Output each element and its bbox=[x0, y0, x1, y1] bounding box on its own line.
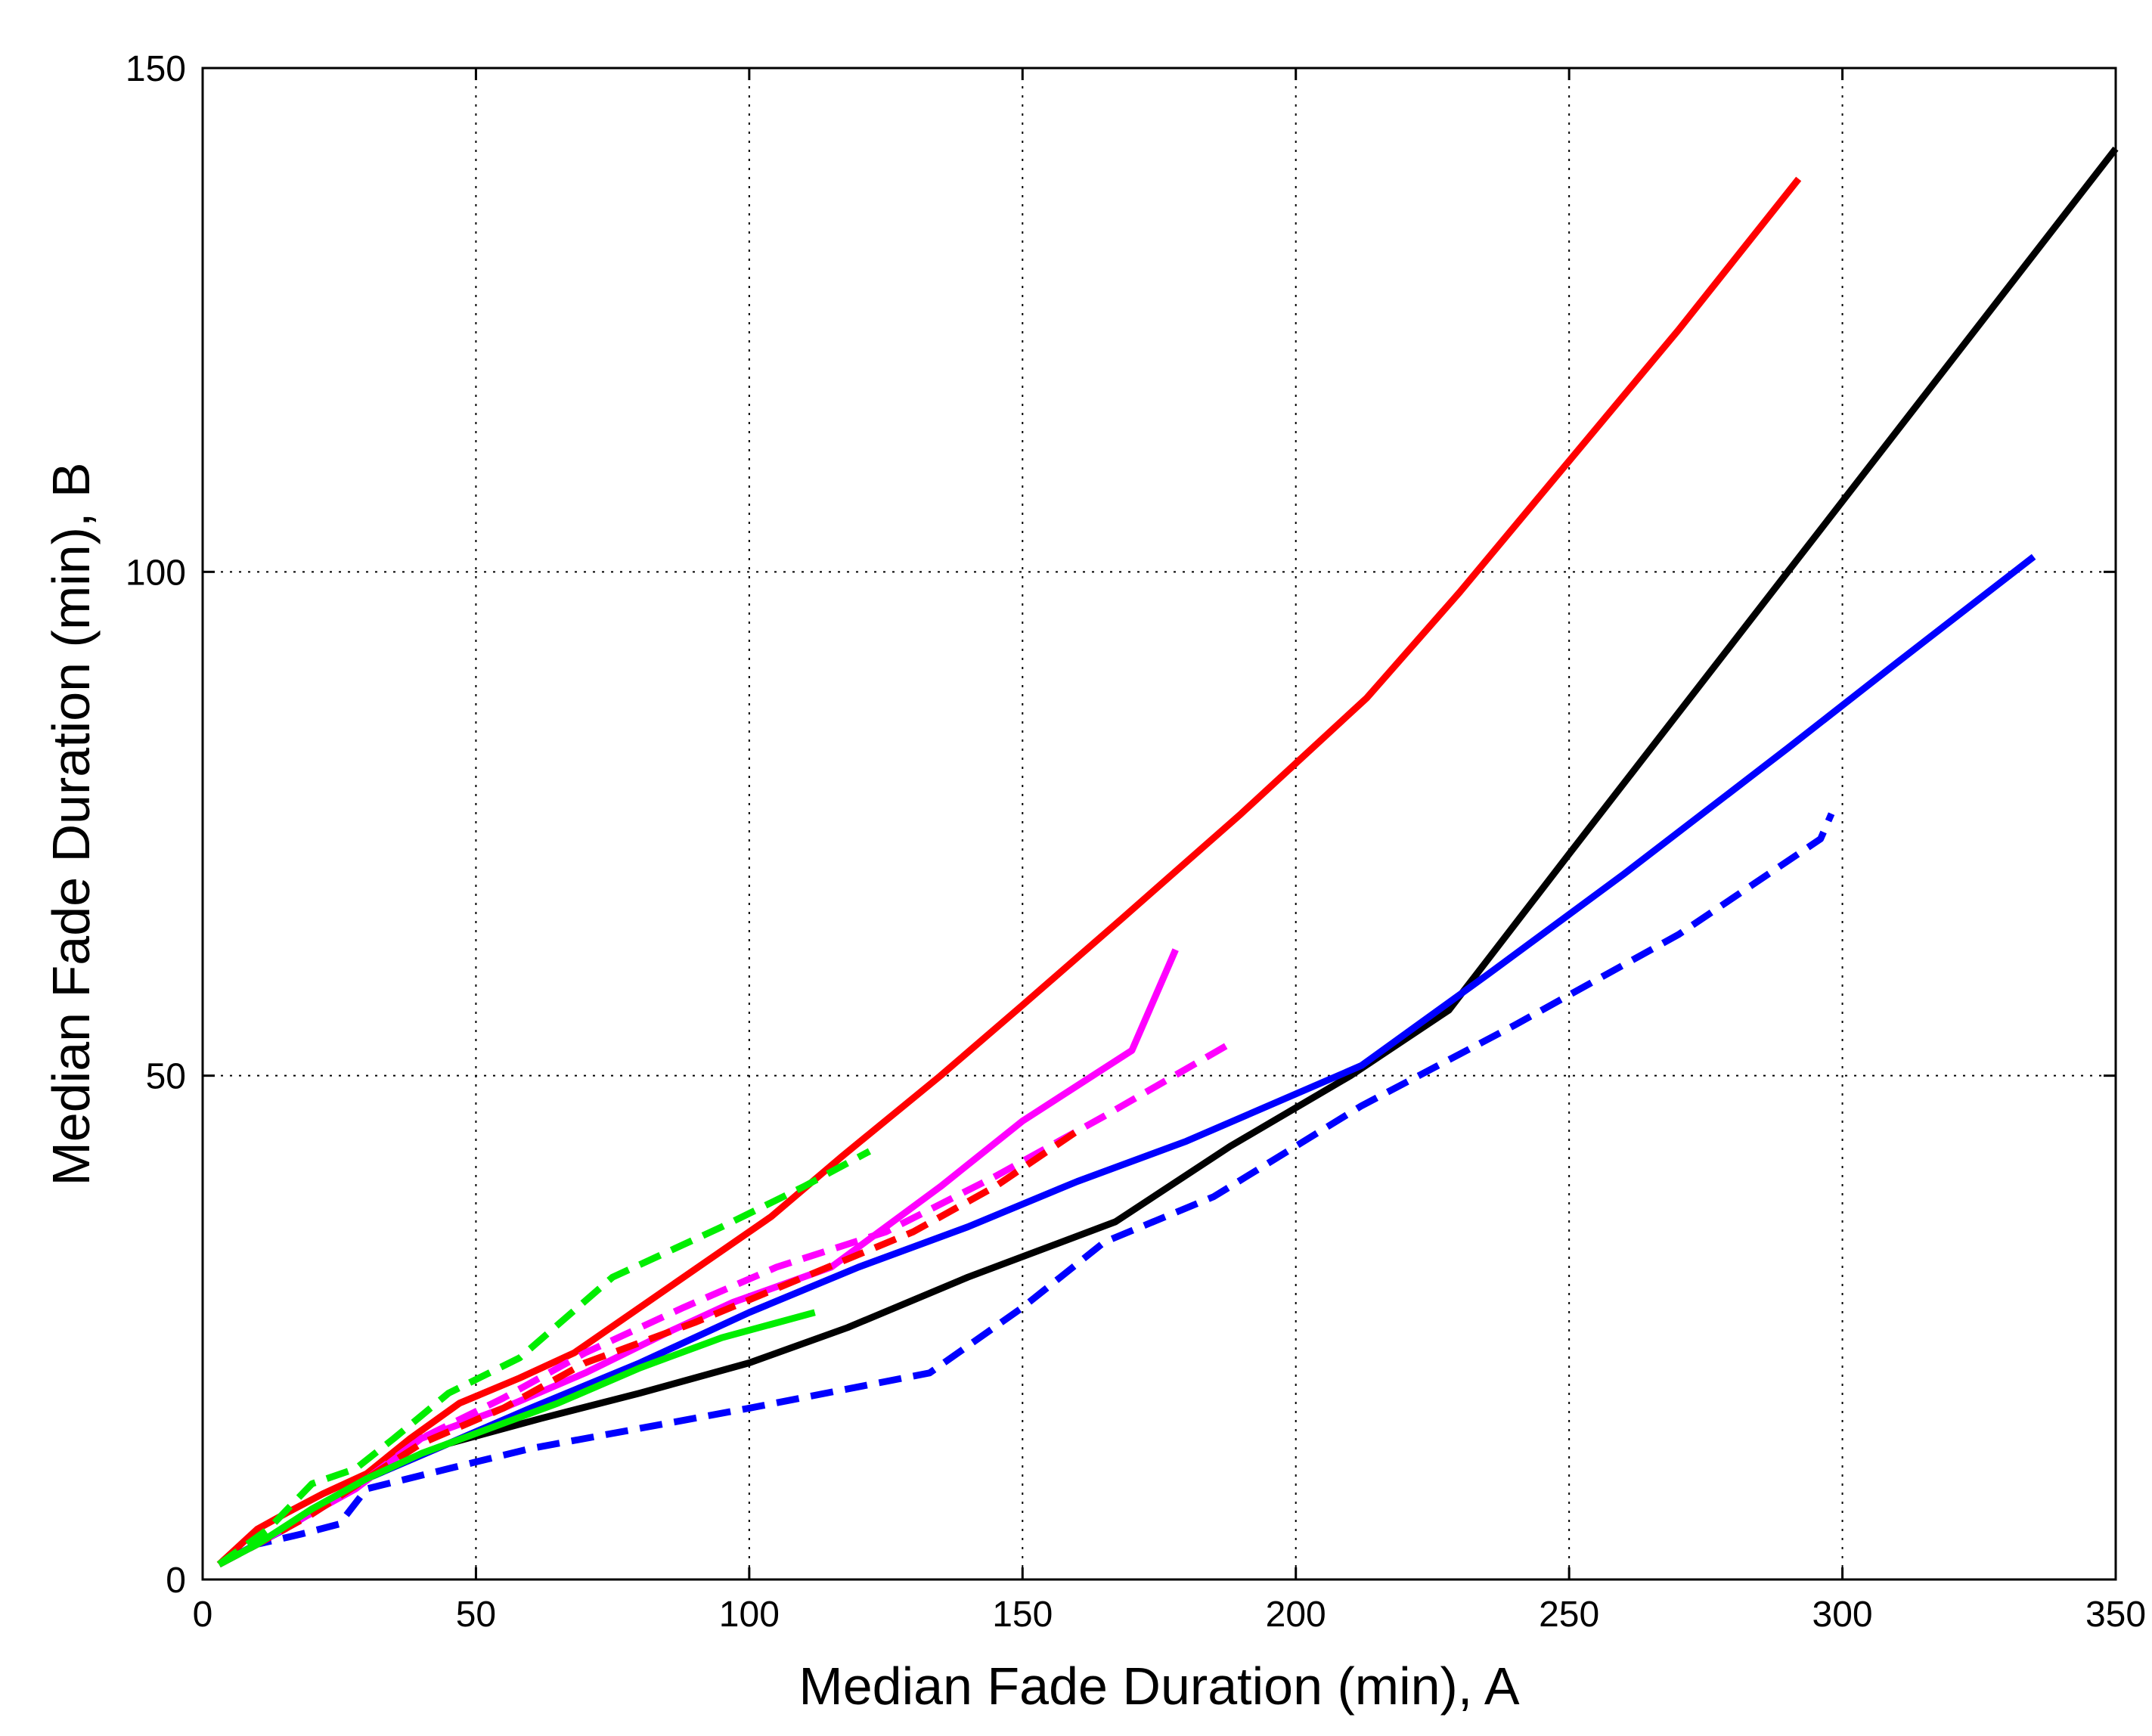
series-line-7 bbox=[217, 1128, 1080, 1567]
series-line-4 bbox=[217, 812, 1835, 1567]
x-tick-label: 0 bbox=[193, 1595, 213, 1635]
x-axis-label: Median Fade Duration (min), A bbox=[798, 1657, 1520, 1716]
series-line-9 bbox=[217, 1148, 872, 1567]
y-tick-label: 150 bbox=[126, 49, 186, 89]
y-axis-label: Median Fade Duration (min), B bbox=[42, 462, 101, 1186]
x-tick-label: 350 bbox=[2085, 1595, 2146, 1635]
x-tick-label: 150 bbox=[992, 1595, 1053, 1635]
y-tick-label: 0 bbox=[166, 1561, 186, 1601]
series-line-2 bbox=[217, 146, 2119, 1567]
series-line-1 bbox=[216, 176, 1802, 1567]
grid bbox=[203, 68, 2116, 1579]
y-tick-label: 100 bbox=[126, 553, 186, 593]
x-tick-label: 50 bbox=[456, 1595, 496, 1635]
y-tick-label: 50 bbox=[146, 1057, 186, 1097]
x-tick-label: 100 bbox=[719, 1595, 780, 1635]
series-group bbox=[216, 146, 2119, 1567]
x-tick-label: 300 bbox=[1812, 1595, 1873, 1635]
plot-area-frame bbox=[201, 67, 2117, 1581]
x-tick-label: 250 bbox=[1539, 1595, 1599, 1635]
ticks: 0 50 100 150 200 250 300 350 0 50 100 150 bbox=[126, 49, 2146, 1635]
series-line-8 bbox=[217, 1309, 816, 1567]
x-tick-label: 200 bbox=[1266, 1595, 1326, 1635]
